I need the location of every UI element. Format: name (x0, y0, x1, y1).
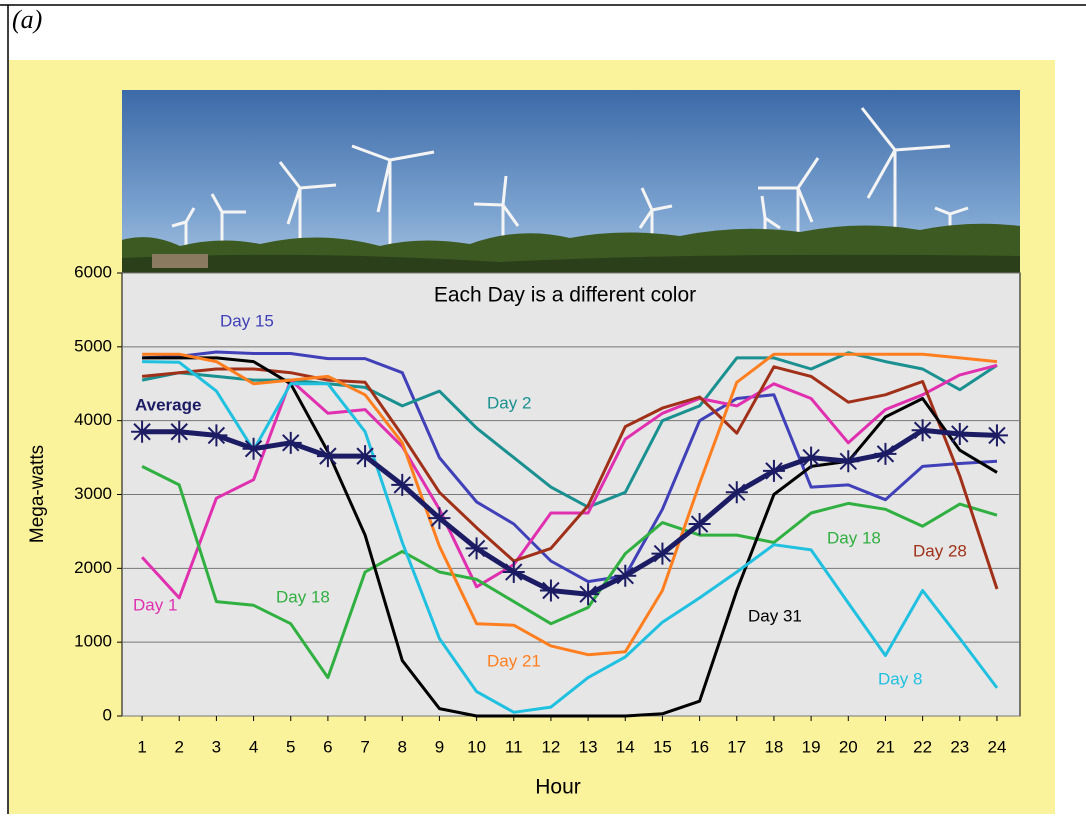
average-marker (986, 424, 1008, 446)
y-tick-label: 1000 (74, 632, 112, 651)
average-marker (280, 432, 302, 454)
average-marker (391, 474, 413, 496)
x-tick-label: 17 (727, 737, 746, 756)
x-tick-label: 1 (137, 737, 146, 756)
x-tick-label: 15 (653, 737, 672, 756)
average-marker (763, 460, 785, 482)
page: {"figure_label": "(a)", "chart_data": {"… (0, 0, 1086, 814)
series-label: Day 1 (133, 595, 177, 614)
average-marker (912, 419, 934, 441)
x-tick-label: 10 (467, 737, 486, 756)
x-tick-label: 12 (541, 737, 560, 756)
x-tick-label: 21 (876, 737, 895, 756)
x-tick-label: 23 (950, 737, 969, 756)
y-tick-label: 0 (103, 705, 112, 724)
x-tick-label: 7 (360, 737, 369, 756)
series-label: Day 28 (913, 541, 967, 560)
y-tick-label: 3000 (74, 484, 112, 503)
x-tick-label: 22 (913, 737, 932, 756)
series-label: Day 18 (827, 528, 881, 547)
x-tick-label: 18 (764, 737, 783, 756)
average-marker (354, 445, 376, 467)
x-tick-label: 19 (802, 737, 821, 756)
figure: (a) Each Day is a different color Hour M… (0, 0, 1086, 814)
x-tick-label: 2 (175, 737, 184, 756)
figure-label: (a) (12, 5, 42, 34)
series-label: Day 15 (220, 311, 274, 330)
series-label: Day 31 (748, 606, 802, 625)
x-tick-label: 4 (249, 737, 258, 756)
average-marker (689, 513, 711, 535)
average-marker (466, 537, 488, 559)
x-tick-label: 6 (323, 737, 332, 756)
average-marker (949, 423, 971, 445)
y-tick-label: 5000 (74, 336, 112, 355)
average-marker (168, 421, 190, 443)
series-label: Day 18 (276, 587, 330, 606)
average-marker (205, 424, 227, 446)
average-marker (614, 565, 636, 587)
average-marker (540, 579, 562, 601)
average-marker (726, 481, 748, 503)
y-tick-label: 4000 (74, 410, 112, 429)
x-tick-label: 13 (579, 737, 598, 756)
average-marker (243, 438, 265, 460)
x-tick-label: 8 (398, 737, 407, 756)
average-marker (874, 443, 896, 465)
y-tick-label: 6000 (74, 262, 112, 281)
x-tick-label: 9 (435, 737, 444, 756)
x-tick-label: 24 (987, 737, 1006, 756)
series-label: Day 8 (878, 669, 922, 688)
x-tick-label: 20 (839, 737, 858, 756)
series-label: Day 2 (487, 393, 531, 412)
average-marker (837, 450, 859, 472)
chart-title: Each Day is a different color (434, 284, 696, 307)
average-marker (577, 583, 599, 605)
average-marker (131, 421, 153, 443)
x-tick-label: 14 (616, 737, 635, 756)
series-label: Day 21 (487, 651, 541, 670)
average-marker (317, 445, 339, 467)
photo (122, 90, 1020, 273)
average-marker (800, 447, 822, 469)
x-tick-label: 3 (212, 737, 221, 756)
x-tick-label: 5 (286, 737, 295, 756)
average-marker (651, 543, 673, 565)
series-label: Average (135, 395, 201, 414)
x-tick-label: 11 (505, 737, 523, 756)
average-marker (428, 507, 450, 529)
x-axis-label: Hour (535, 776, 581, 799)
x-tick-label: 16 (690, 737, 709, 756)
average-marker (503, 561, 525, 583)
y-axis-label: Mega-watts (27, 445, 48, 543)
y-tick-label: 2000 (74, 558, 112, 577)
